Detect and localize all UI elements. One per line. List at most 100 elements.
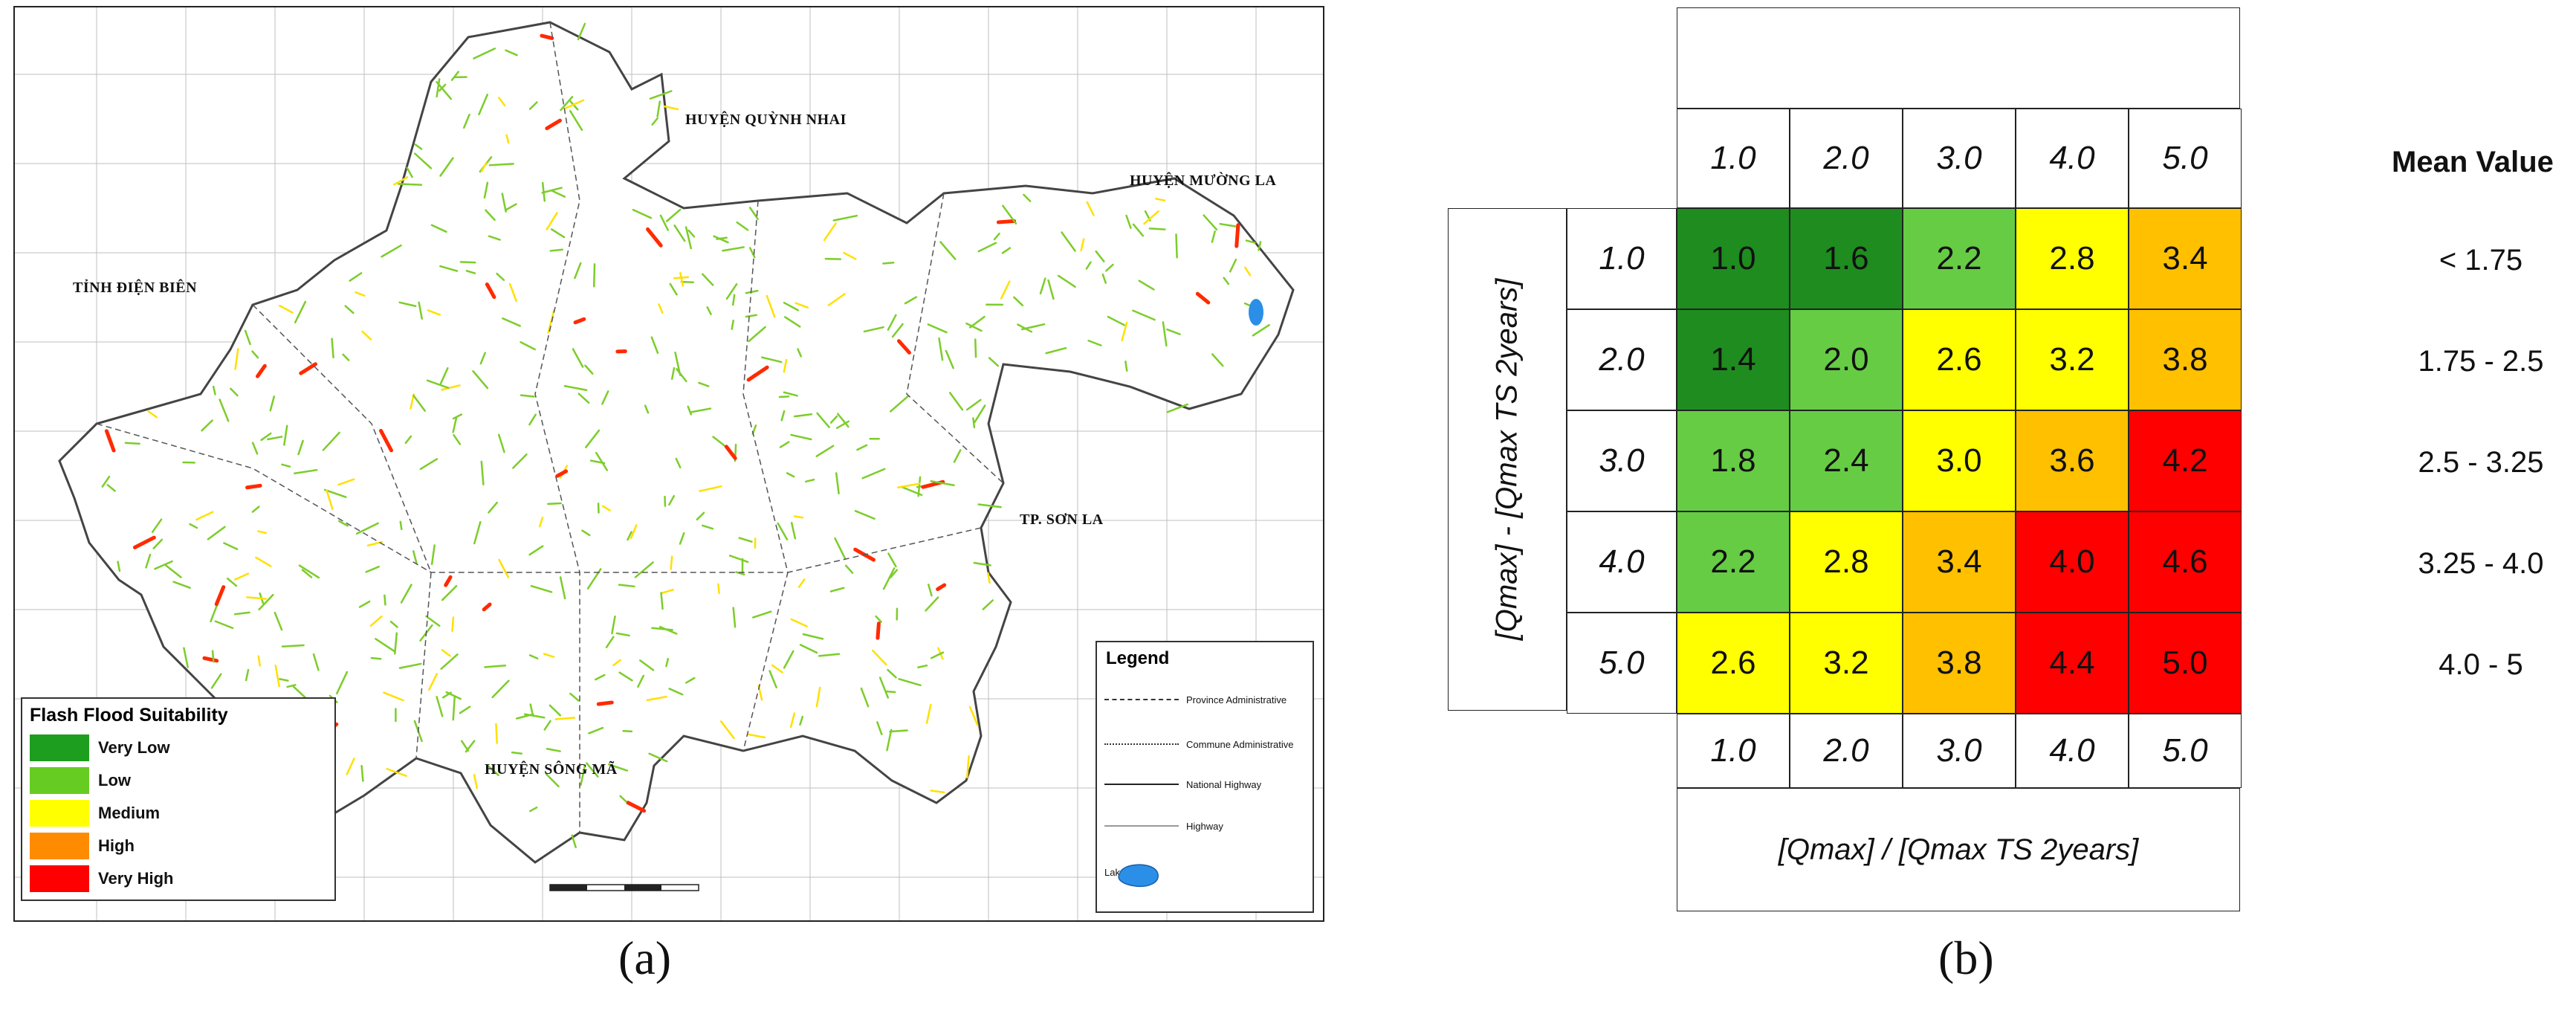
stream-segment (1229, 258, 1237, 273)
stream-segment (426, 379, 450, 390)
scale-bar-segment (624, 885, 661, 891)
map-legend-title: Legend (1106, 648, 1170, 668)
swatch (30, 833, 89, 859)
stream-segment (827, 293, 846, 306)
stream-segment (938, 338, 944, 361)
matrix-cell: 4.2 (2129, 410, 2242, 511)
mean-value-class: 1.75 - 2.5 (2418, 345, 2544, 378)
matrix-cell: 5.0 (2129, 613, 2242, 714)
stream-segment (679, 271, 685, 287)
legend-label: Province Administrative (1186, 694, 1287, 705)
high-suitability-segment (724, 445, 737, 460)
stream-segment (656, 100, 661, 117)
stream-segment (702, 273, 714, 286)
stream-segment (843, 251, 857, 260)
matrix-cell: 1.8 (1677, 410, 1790, 511)
stream-segment (1211, 353, 1224, 367)
stream-segment (722, 246, 745, 252)
commune-boundary (742, 200, 789, 752)
stream-segment (400, 584, 412, 604)
stream-segment (658, 625, 678, 635)
matrix-cell: 3.6 (2016, 410, 2129, 511)
stream-segment (441, 649, 451, 657)
stream-segment (876, 721, 883, 736)
stream-segment (528, 654, 539, 660)
stream-segment (948, 392, 964, 411)
highway-symbol (1104, 825, 1179, 827)
high-suitability-segment (378, 428, 393, 453)
stream-segment (676, 368, 687, 383)
row-header: 2.0 (1567, 309, 1677, 410)
stream-segment (1121, 321, 1128, 342)
stream-segment (563, 99, 585, 110)
stream-segment (312, 653, 320, 671)
swatch (30, 767, 89, 794)
high-suitability-segment (1234, 223, 1240, 248)
stream-segment (465, 740, 476, 753)
high-suitability-segment (596, 700, 614, 706)
stream-segment (639, 659, 655, 671)
stream-segment (480, 161, 488, 172)
stream-segment (257, 530, 268, 535)
stream-segment (398, 662, 422, 669)
stream-segment (488, 501, 499, 514)
lake-icon (1118, 864, 1159, 888)
stream-segment (716, 236, 728, 240)
stream-segment (543, 720, 551, 731)
legend-item-low: Low (30, 767, 131, 794)
matrix-cell: 1.4 (1677, 309, 1790, 410)
stream-segment (251, 442, 259, 455)
stream-segment (752, 610, 772, 619)
high-suitability-segment (573, 317, 586, 325)
stream-segment (608, 763, 629, 772)
stream-segment (651, 117, 658, 126)
stream-segment (885, 690, 896, 694)
stream-segment (549, 248, 563, 252)
stream-segment (577, 393, 590, 404)
stream-segment (790, 522, 797, 540)
stream-segment (1001, 247, 1012, 254)
stream-segment (699, 485, 722, 492)
stream-segment (234, 348, 239, 370)
stream-segment (889, 395, 910, 413)
stream-segment (644, 404, 650, 414)
stream-segment (483, 181, 489, 199)
stream-segment (768, 670, 777, 688)
matrix-cell: 3.2 (2016, 309, 2129, 410)
column-header: 1.0 (1677, 109, 1790, 208)
high-suitability-segment (896, 339, 911, 355)
stream-segment (698, 381, 710, 387)
swatch (30, 800, 89, 827)
stream-segment (930, 480, 955, 487)
stream-segment (732, 607, 737, 628)
stream-segment (393, 175, 409, 186)
stream-segment (512, 453, 528, 469)
stream-segment (592, 263, 596, 288)
stream-segment (925, 703, 932, 724)
stream-segment (124, 442, 140, 445)
stream-segment (361, 330, 372, 340)
stream-segment (511, 751, 522, 755)
stream-segment (370, 656, 382, 660)
place-name: TỈNH ĐIỆN BIÊN (73, 280, 198, 296)
matrix-cell: 2.0 (1790, 309, 1903, 410)
stream-segment (1101, 273, 1107, 284)
stream-segment (974, 338, 977, 358)
stream-segment (491, 679, 510, 699)
stream-segment (543, 653, 555, 658)
stream-segment (580, 765, 586, 787)
matrix-cell: 2.8 (1790, 511, 1903, 613)
high-suitability-segment (299, 362, 318, 375)
high-suitability-segment (132, 535, 156, 549)
column-header-bottom: 2.0 (1790, 714, 1903, 788)
stream-segment (322, 431, 340, 451)
column-header-bottom: 3.0 (1903, 714, 2016, 788)
stream-segment (630, 524, 638, 540)
stream-segment (365, 566, 380, 573)
stream-segment (1244, 266, 1252, 277)
stream-segment (255, 556, 272, 567)
commune-boundary (906, 193, 1004, 484)
stream-segment (1000, 280, 1011, 300)
stream-segment (1086, 201, 1095, 216)
commune-boundary (96, 423, 982, 573)
